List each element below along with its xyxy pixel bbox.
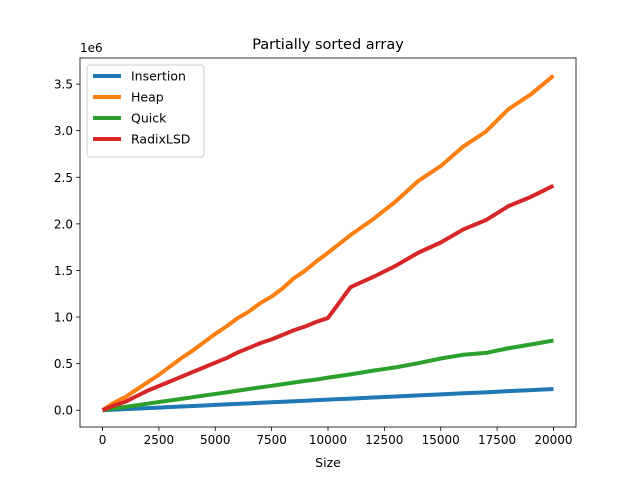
series-line-insertion: [102, 386, 554, 413]
series-line-heap: [101, 74, 555, 412]
x-tick-label: 10000: [309, 433, 347, 447]
y-tick-label: 2.5: [54, 171, 73, 185]
chart-title: Partially sorted array: [252, 37, 404, 53]
y-tick-label: 0.0: [54, 404, 73, 418]
plot-area-frame: [79, 57, 577, 428]
y-axis-ticks: 0.0 0.5 1.0 1.5 2.0 2.5 3.0 3.5: [54, 78, 80, 418]
y-scale-label: 1e6: [80, 41, 103, 55]
series-line-quick: [102, 338, 554, 413]
x-tick-label: 0: [99, 433, 107, 447]
x-tick-label: 20000: [534, 433, 572, 447]
legend-label-insertion: Insertion: [131, 69, 186, 84]
x-tick-label: 15000: [422, 433, 460, 447]
legend-label-quick: Quick: [131, 111, 167, 126]
x-axis-label: Size: [315, 455, 341, 470]
legend-label-radixlsd: RadixLSD: [131, 132, 190, 147]
y-tick-label: 3.5: [54, 78, 73, 92]
x-axis-ticks: 0 2500 5000 7500 10000 12500 15000 17500 20000: [99, 427, 573, 447]
legend-label-heap: Heap: [131, 90, 164, 105]
x-tick-label: 12500: [365, 433, 403, 447]
y-tick-label: 2.0: [54, 217, 73, 231]
y-tick-label: 3.0: [54, 124, 73, 138]
series-line-radixlsd: [101, 183, 555, 413]
plot-lines: [101, 74, 555, 413]
legend: Insertion Heap Quick RadixLSD: [86, 64, 205, 158]
x-tick-label: 5000: [200, 433, 231, 447]
y-tick-label: 1.0: [54, 311, 73, 325]
y-tick-label: 1.5: [54, 264, 73, 278]
legend-box: [86, 64, 205, 158]
x-tick-label: 17500: [478, 433, 516, 447]
y-tick-label: 0.5: [54, 357, 73, 371]
x-tick-label: 2500: [144, 433, 175, 447]
x-tick-label: 7500: [256, 433, 287, 447]
